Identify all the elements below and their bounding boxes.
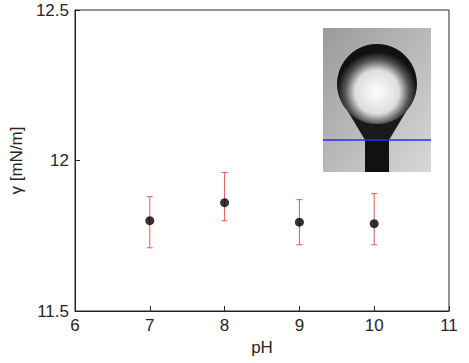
svg-text:12.5: 12.5 bbox=[36, 1, 69, 20]
svg-text:7: 7 bbox=[145, 316, 154, 335]
svg-text:pH: pH bbox=[251, 338, 273, 357]
svg-text:8: 8 bbox=[220, 316, 229, 335]
svg-text:6: 6 bbox=[70, 316, 79, 335]
svg-text:11: 11 bbox=[440, 316, 458, 335]
svg-text:11.5: 11.5 bbox=[37, 302, 69, 321]
svg-text:12: 12 bbox=[50, 151, 69, 170]
svg-text:γ [mN/m]: γ [mN/m] bbox=[7, 127, 26, 195]
svg-text:10: 10 bbox=[365, 316, 384, 335]
svg-text:9: 9 bbox=[295, 316, 304, 335]
